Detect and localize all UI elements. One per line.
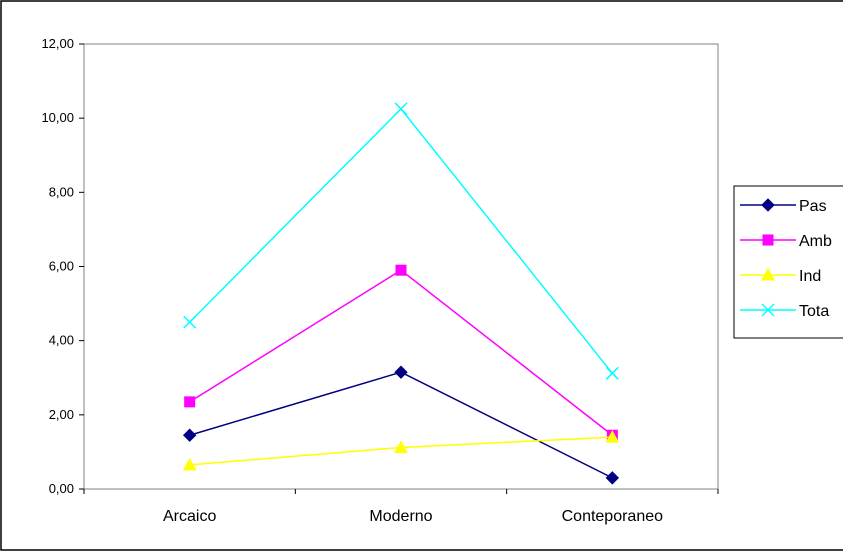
data-point-amb [395, 264, 407, 276]
data-point-ind [182, 457, 197, 471]
y-tick-label: 4,00 [49, 333, 74, 348]
legend: Pas Amb Ind Tota [733, 185, 843, 339]
y-tick-label: 12,00 [41, 36, 74, 51]
data-point-tota-stroke [183, 315, 197, 329]
y-tick-label: 10,00 [41, 110, 74, 125]
legend-label-tota: Tota [799, 303, 829, 320]
data-point-ind [605, 430, 620, 443]
legend-label-amb: Amb [799, 233, 832, 250]
data-point-tota [394, 102, 408, 116]
x-category-label: Arcaico [163, 508, 216, 525]
legend-box [733, 185, 843, 339]
y-tick-label: 2,00 [49, 407, 74, 422]
y-axis: 0,00 2,00 4,00 6,00 8,00 10,00 12,00 [41, 36, 84, 496]
y-tick-label: 6,00 [49, 259, 74, 274]
x-category-label: Conteporaneo [562, 508, 664, 525]
legend-marker-tota-stroke [761, 303, 775, 317]
data-point-tota [605, 366, 619, 380]
legend-label-ind: Ind [799, 268, 821, 285]
series-ind [182, 430, 620, 471]
series-layer [182, 102, 620, 485]
data-point-tota-stroke [605, 366, 619, 380]
data-point-amb [184, 396, 196, 408]
data-point-tota [183, 315, 197, 329]
legend-marker-ind [761, 267, 775, 281]
data-point-pas [182, 428, 197, 442]
x-axis: Arcaico Moderno Conteporaneo [83, 489, 719, 525]
y-tick-label: 0,00 [49, 481, 74, 496]
x-category-label: Moderno [369, 508, 432, 525]
data-point-tota-stroke [394, 102, 408, 116]
y-tick-label: 8,00 [49, 184, 74, 199]
legend-item-pas: Pas [740, 198, 827, 215]
data-point-ind [394, 440, 408, 453]
legend-item-tota: Tota [740, 303, 829, 320]
series-tota [183, 102, 619, 380]
legend-marker-amb [762, 234, 774, 246]
legend-label-pas: Pas [799, 198, 827, 215]
legend-marker-pas [761, 198, 775, 212]
legend-item-amb: Amb [740, 233, 832, 250]
data-point-pas [394, 365, 408, 379]
legend-items: Pas Amb Ind Tota [740, 198, 832, 320]
data-point-pas [605, 471, 620, 485]
legend-marker-tota [761, 303, 775, 317]
legend-item-ind: Ind [740, 267, 821, 285]
series-pas [182, 365, 620, 485]
